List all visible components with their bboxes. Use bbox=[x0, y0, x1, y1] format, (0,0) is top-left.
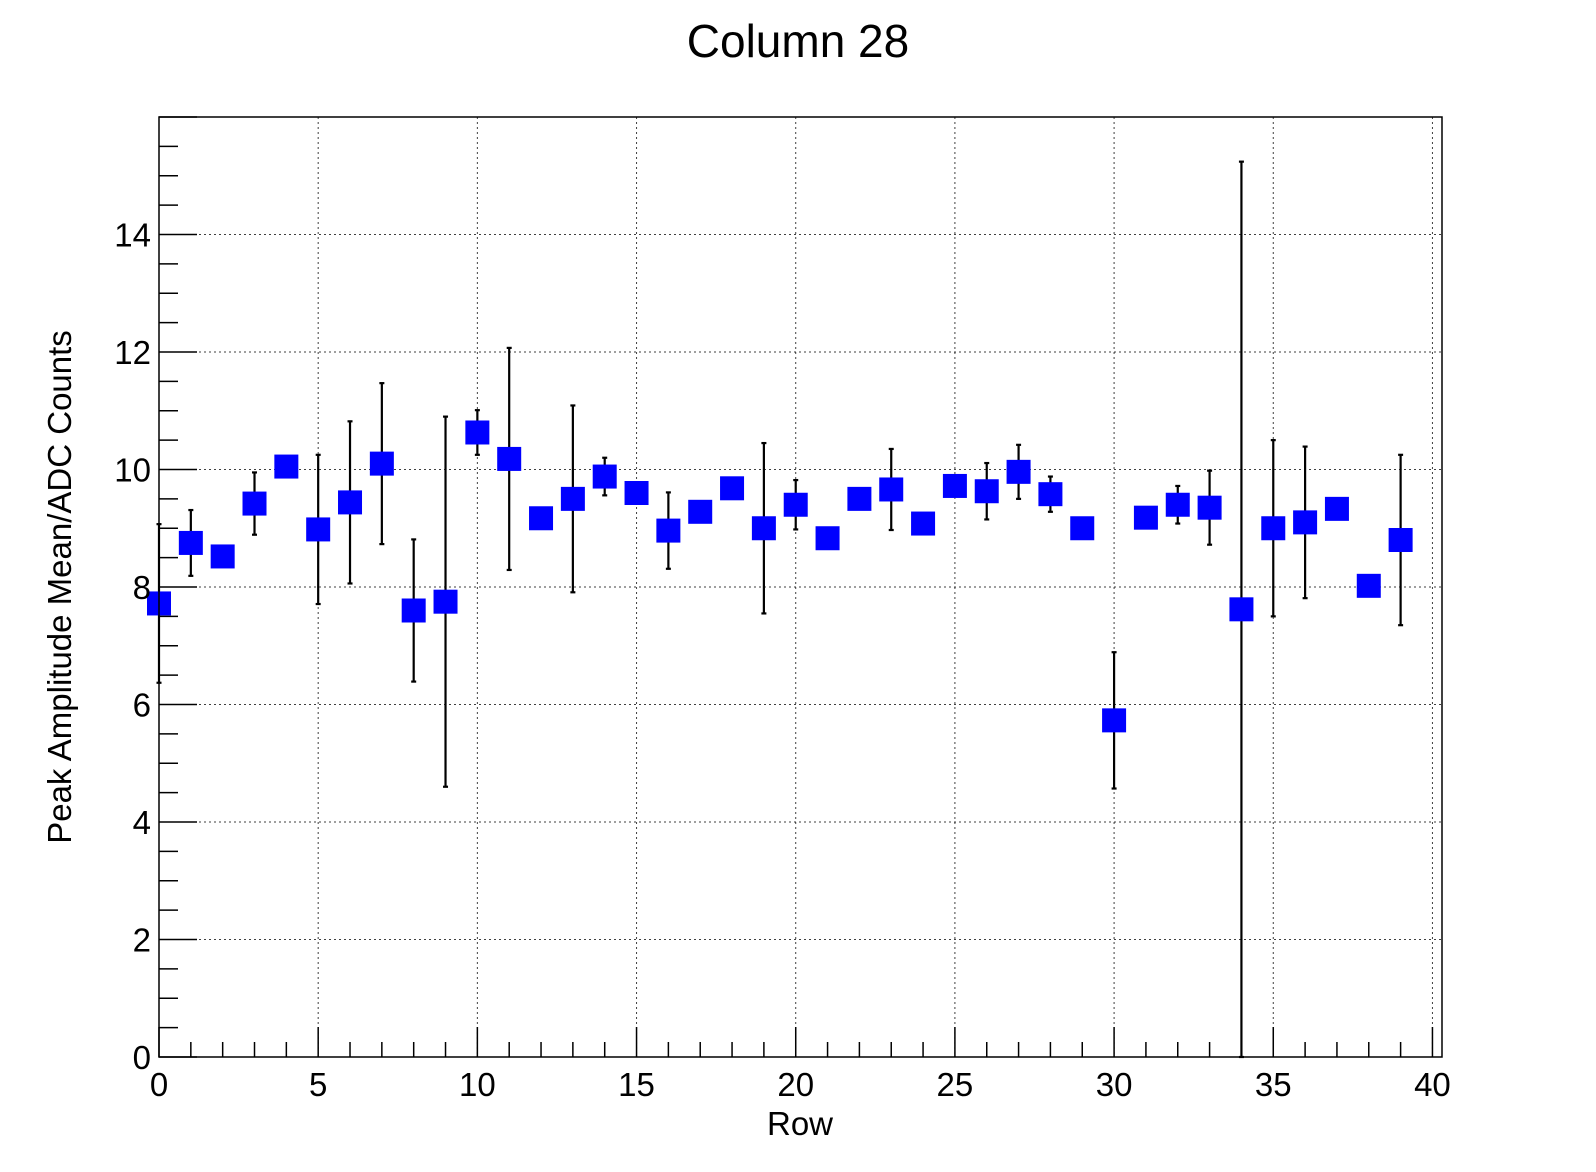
data-point bbox=[720, 476, 745, 501]
data-point bbox=[751, 516, 776, 541]
x-tick-label: 0 bbox=[150, 1066, 168, 1103]
data-point bbox=[401, 598, 426, 623]
data-point bbox=[688, 499, 713, 524]
data-point bbox=[783, 492, 808, 517]
data-point bbox=[592, 464, 617, 489]
data-point bbox=[911, 511, 936, 536]
data-point bbox=[1006, 459, 1031, 484]
data-point bbox=[879, 477, 904, 502]
data-point bbox=[1133, 505, 1158, 530]
data-point bbox=[274, 454, 299, 479]
y-tick-label: 8 bbox=[133, 569, 151, 606]
chart-title: Column 28 bbox=[687, 15, 909, 67]
data-point bbox=[1229, 597, 1254, 622]
data-point bbox=[369, 451, 394, 476]
x-tick-label: 20 bbox=[777, 1066, 814, 1103]
data-point bbox=[1038, 482, 1063, 507]
y-tick-label: 2 bbox=[133, 922, 151, 959]
data-point bbox=[1324, 496, 1349, 521]
x-tick-label: 25 bbox=[937, 1066, 974, 1103]
y-tick-label: 0 bbox=[133, 1039, 151, 1076]
x-tick-label: 10 bbox=[459, 1066, 496, 1103]
data-point bbox=[1388, 528, 1413, 552]
data-point bbox=[942, 473, 967, 498]
data-point bbox=[210, 544, 235, 569]
data-point bbox=[433, 589, 458, 614]
data-point bbox=[815, 526, 840, 551]
x-axis-label: Row bbox=[767, 1105, 833, 1142]
y-tick-label: 4 bbox=[133, 804, 151, 841]
data-point bbox=[497, 446, 522, 471]
data-point bbox=[1070, 516, 1095, 541]
y-axis-label: Peak Amplitude Mean/ADC Counts bbox=[41, 330, 78, 844]
data-point bbox=[529, 506, 554, 531]
x-tick-label: 30 bbox=[1096, 1066, 1133, 1103]
x-tick-label: 5 bbox=[309, 1066, 327, 1103]
data-point bbox=[306, 517, 331, 542]
plot-frame bbox=[158, 116, 1443, 1058]
x-tick-label: 35 bbox=[1255, 1066, 1292, 1103]
x-tick-label: 40 bbox=[1414, 1066, 1451, 1103]
y-tick-label: 6 bbox=[133, 687, 151, 724]
data-point bbox=[1261, 516, 1286, 541]
data-point bbox=[847, 486, 872, 511]
data-point bbox=[656, 518, 681, 543]
data-point bbox=[178, 530, 203, 555]
y-tick-label: 10 bbox=[114, 452, 151, 489]
x-tick-label: 15 bbox=[618, 1066, 655, 1103]
data-point bbox=[1165, 492, 1190, 517]
data-point bbox=[560, 486, 585, 511]
data-point bbox=[1197, 495, 1222, 520]
axis-layer: 0 5 10 15 20 25 30 35 40 0 2 4 6 8 10 12 14 bbox=[114, 116, 1451, 1103]
data-point bbox=[1102, 708, 1127, 733]
data-point bbox=[624, 481, 649, 505]
data-point bbox=[1293, 510, 1318, 535]
y-tick-label: 12 bbox=[114, 334, 151, 371]
data-point bbox=[1356, 573, 1381, 598]
data-point bbox=[974, 479, 999, 504]
y-tick-label: 14 bbox=[114, 217, 151, 254]
data-point bbox=[465, 420, 490, 445]
marker-layer bbox=[147, 420, 1413, 733]
data-point bbox=[338, 490, 363, 515]
data-point bbox=[242, 491, 267, 516]
